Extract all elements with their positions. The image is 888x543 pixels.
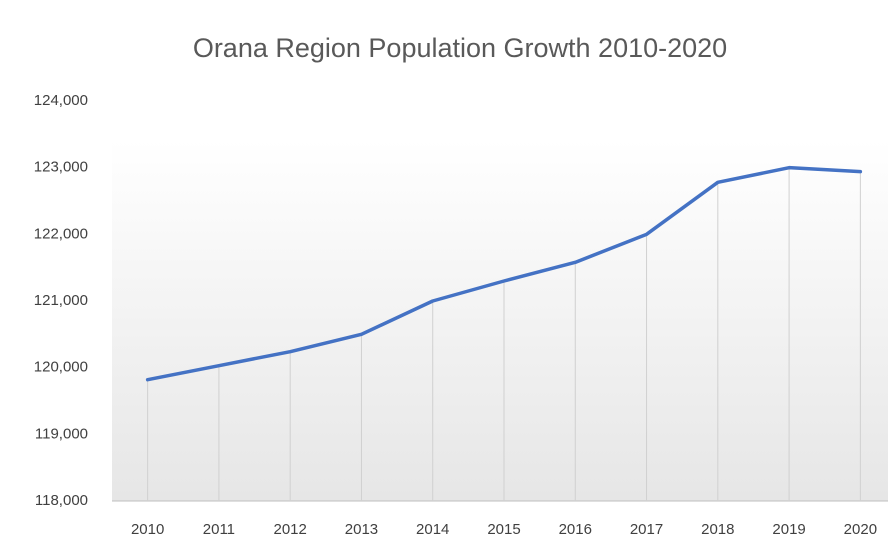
x-tick-label: 2014 [416,521,449,538]
y-tick-label: 121,000 [34,292,88,309]
x-tick-label: 2020 [844,521,877,538]
x-tick-label: 2018 [701,521,734,538]
y-tick-label: 124,000 [34,92,88,109]
x-tick-label: 2015 [487,521,520,538]
x-tick-label: 2010 [131,521,164,538]
plot-background [112,140,888,501]
y-tick-label: 118,000 [35,492,88,509]
x-tick-label: 2013 [345,521,378,538]
x-tick-label: 2012 [273,521,306,538]
chart-title: Orana Region Population Growth 2010-2020 [193,33,727,63]
y-tick-label: 120,000 [34,359,88,376]
y-tick-label: 123,000 [34,159,88,176]
x-tick-label: 2011 [203,521,235,538]
x-tick-label: 2016 [559,521,592,538]
y-tick-label: 122,000 [34,225,88,242]
y-tick-label: 119,000 [35,425,88,442]
line-series [145,165,863,382]
x-tick-label: 2019 [772,521,805,538]
x-tick-label: 2017 [630,521,663,538]
